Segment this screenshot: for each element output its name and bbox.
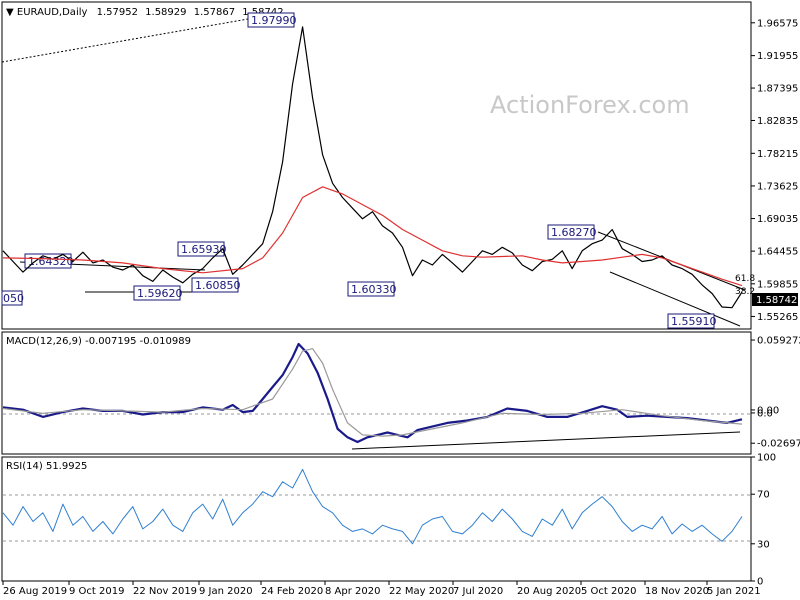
annotation-1-60850: 1.60850 <box>191 277 241 293</box>
y-tick-label: 1.96575 <box>757 18 798 29</box>
chevron-down-icon: ▼ <box>6 7 14 18</box>
price-annotations: 1.97990 1.64320 1.65930 1.59620 1.60850 … <box>1 12 717 329</box>
y-tick-label: 0.0 <box>757 408 773 419</box>
current-price-label: 1.58742 <box>756 295 797 306</box>
macd-title: MACD(12,26,9) -0.007195 -0.010989 <box>6 336 191 347</box>
x-tick-label: 22 May 2020 <box>389 586 454 597</box>
annotation-1-65930: 1.65930 <box>177 241 227 257</box>
x-tick-label: 22 Nov 2019 <box>133 586 197 597</box>
x-tick-label: 9 Jan 2020 <box>199 586 253 597</box>
fib-61-8-label: 61.8 <box>735 274 755 284</box>
x-tick-label: 26 Aug 2019 <box>3 586 67 597</box>
svg-text:1.55910: 1.55910 <box>671 315 717 328</box>
svg-text:1.59620: 1.59620 <box>137 287 183 300</box>
sma-line <box>2 186 743 287</box>
annotation-1-59620: 1.59620 <box>133 285 183 301</box>
rsi-panel <box>1 456 752 582</box>
fib-38-2-label: 38.2 <box>735 287 755 297</box>
x-tick-label: 8 Apr 2020 <box>325 586 380 597</box>
svg-text:1.97990: 1.97990 <box>251 14 297 27</box>
y-tick-label: 0 <box>757 577 763 588</box>
rsi-line <box>2 468 743 545</box>
y-tick-label: 1.59855 <box>757 279 798 290</box>
annotation-1-60330: 1.60330 <box>347 281 397 297</box>
annotation-1-97990: 1.97990 <box>247 12 297 28</box>
y-tick-label: 1.55265 <box>757 312 798 323</box>
watermark: ActionForex.com <box>490 91 690 119</box>
axis-ticks: 1.96575 1.91955 1.87395 1.82835 1.78215 1.736… <box>2 18 800 597</box>
channel-lower-line <box>609 271 741 327</box>
svg-text:1.65930: 1.65930 <box>181 243 227 256</box>
x-tick-label: 7 Jul 2020 <box>453 586 503 597</box>
x-tick-label: 24 Feb 2020 <box>261 586 323 597</box>
macd-panel <box>1 331 752 455</box>
y-tick-label: 100 <box>757 453 776 464</box>
y-tick-label: -0.026978 <box>757 439 800 450</box>
price-title: ▼ EURAUD,Daily 1.57952 1.58929 1.57867 1… <box>6 7 284 18</box>
price-line <box>2 26 743 309</box>
open-value: 1.57952 <box>97 7 138 18</box>
price-panel <box>1 1 752 330</box>
y-tick-label: 1.64455 <box>757 247 798 258</box>
x-tick-label: 5 Jan 2021 <box>707 586 761 597</box>
series-layer <box>2 26 743 545</box>
y-tick-label: 0.00 <box>757 405 779 416</box>
symbol-label: EURAUD,Daily <box>17 7 88 18</box>
y-tick-label: 1.91955 <box>757 51 798 62</box>
annotation-050: 050 <box>1 290 24 306</box>
rsi-title: RSI(14) 51.9925 <box>6 461 87 472</box>
low-value: 1.57867 <box>194 7 235 18</box>
svg-text:1.60850: 1.60850 <box>195 279 241 292</box>
x-tick-label: 20 Aug 2020 <box>517 586 581 597</box>
annotation-1-68270: 1.68270 <box>547 224 597 240</box>
svg-text:1.68270: 1.68270 <box>551 226 597 239</box>
current-price-marker: 1.58742 <box>752 293 798 306</box>
macd-trend-line <box>351 431 741 450</box>
y-tick-label: 0.059272 <box>757 336 800 347</box>
y-tick-label: 1.73625 <box>757 181 798 192</box>
x-tick-label: 9 Oct 2019 <box>69 586 124 597</box>
y-tick-label: 1.82835 <box>757 116 798 127</box>
svg-text:1.60330: 1.60330 <box>351 283 397 296</box>
high-value: 1.58929 <box>145 7 186 18</box>
y-tick-label: 70 <box>757 490 770 501</box>
annotation-1-55910: 1.55910 <box>667 313 717 329</box>
x-tick-label: 18 Nov 2020 <box>645 586 709 597</box>
y-tick-label: 1.69035 <box>757 214 798 225</box>
x-tick-label: 5 Oct 2020 <box>581 586 636 597</box>
y-tick-label: 1.78215 <box>757 149 798 160</box>
y-tick-label: 30 <box>757 539 770 550</box>
signal-line <box>2 348 743 437</box>
dotted-trend-line <box>1 18 249 63</box>
svg-text:050: 050 <box>3 292 24 305</box>
annotation-1-64320: 1.64320 <box>24 253 74 269</box>
y-tick-label: 1.87395 <box>757 84 798 95</box>
